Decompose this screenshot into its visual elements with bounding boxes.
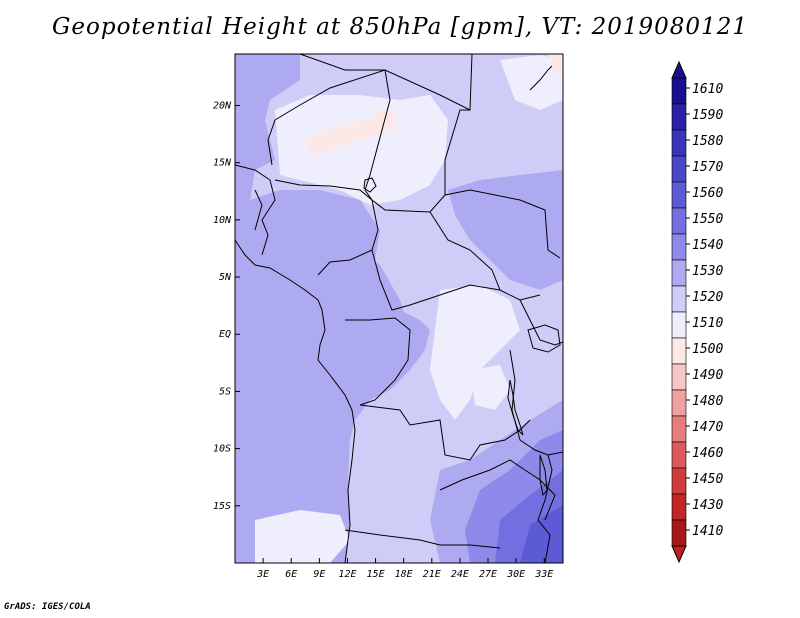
lake-chad (363, 177, 377, 193)
colorbar-label: 1530 (692, 264, 723, 279)
lon-tick-label: 6E (285, 569, 297, 580)
lon-tick-label: 18E (395, 569, 413, 580)
colorbar-segment (671, 129, 687, 157)
colorbar-label: 1500 (692, 342, 723, 357)
chart-title: Geopotential Height at 850hPa [gpm], VT:… (52, 14, 748, 40)
colorbar-top-arrow (671, 60, 687, 79)
footer-credit: GrADS: IGES/COLA (4, 602, 91, 612)
lat-tick-label: 10S (213, 444, 231, 455)
map-frame (234, 53, 564, 564)
borders-layer (235, 54, 563, 563)
colorbar-label: 1570 (692, 160, 723, 175)
border-drc-angola (359, 404, 531, 461)
lon-tick-label: 9E (313, 569, 325, 580)
colorbar-label: 1490 (692, 368, 723, 383)
colorbar-segment (671, 233, 687, 261)
colorbar-segment (671, 389, 687, 417)
lon-tick-label: 30E (506, 569, 525, 580)
colorbar-label: 1510 (692, 316, 723, 331)
colorbar-segment (671, 467, 687, 495)
lat-tick-label: 15N (213, 158, 232, 169)
colorbar-segment (671, 363, 687, 391)
border-congo-drc (345, 317, 411, 406)
lon-tick-label: 33E (534, 569, 553, 580)
lon-tick-label: 21E (423, 569, 441, 580)
colorbar-segment (671, 415, 687, 443)
border-nigeria (274, 179, 379, 276)
colorbar-label: 1580 (692, 134, 723, 149)
lat-tick-label: 20N (213, 100, 232, 111)
colorbar-label: 1520 (692, 290, 723, 305)
colorbar-segment (671, 337, 687, 365)
colorbar-segment (671, 285, 687, 313)
colorbar-label: 1540 (692, 238, 723, 253)
colorbar-segment (671, 441, 687, 469)
lat-tick-label: EQ (219, 329, 231, 340)
coastline-west-africa (235, 239, 356, 563)
colorbar-label: 1590 (692, 108, 723, 123)
lat-tick-label: 5S (219, 386, 231, 397)
lon-tick-label: 27E (479, 569, 497, 580)
colorbar-segment (671, 103, 687, 131)
border-car-sudan (429, 189, 561, 291)
colorbar-label: 1480 (692, 394, 723, 409)
border-niger-chad (274, 69, 470, 213)
colorbar-segment (671, 155, 687, 183)
colorbar-segment (671, 493, 687, 521)
field-1520-sahara (275, 95, 448, 205)
field-1570-southeast (520, 505, 563, 563)
lon-tick-label: 24E (451, 569, 469, 580)
colorbar-label: 1450 (692, 472, 723, 487)
border-zambia (439, 459, 556, 521)
latitude-axis: 20N 15N 10N 5N EQ 5S 10S 15S (213, 100, 240, 512)
colorbar-segment (671, 181, 687, 209)
colorbar-bottom-arrow (671, 545, 687, 564)
border-tanzania-moz (537, 454, 553, 563)
colorbar-label: 1430 (692, 498, 723, 513)
colorbar-segment (671, 77, 687, 105)
border-westafrica-interior (235, 119, 276, 256)
field-1510-corner (548, 54, 563, 75)
colorbar-segment (671, 207, 687, 235)
border-angola-south (344, 529, 501, 549)
field-1520-congo (470, 365, 510, 410)
colorbar-label: 1560 (692, 186, 723, 201)
lat-tick-label: 5N (219, 272, 232, 283)
field-1520-northeast (500, 55, 563, 110)
colorbar-segment (671, 519, 687, 547)
colorbar: 1610 1590 1580 1570 1560 1550 1540 1530 1520 1510… (671, 60, 723, 564)
border-cameroon-car (371, 249, 541, 311)
lake-tanganyika (507, 379, 524, 436)
field-1520-central (430, 285, 520, 420)
field-1540-northeast (448, 170, 563, 290)
colorbar-label: 1550 (692, 212, 723, 227)
colorbar-segment (671, 259, 687, 287)
lon-tick-label: 15E (367, 569, 385, 580)
colorbar-label: 1460 (692, 446, 723, 461)
longitude-axis: 3E 6E 9E 12E 15E 18E 21E 24E 27E 30E 33E (256, 558, 553, 580)
colorbar-label: 1410 (692, 524, 723, 539)
lake-malawi (539, 454, 548, 497)
colorbar-label: 1610 (692, 82, 723, 97)
lon-tick-label: 3E (256, 569, 269, 580)
colorbar-segment (671, 311, 687, 339)
lake-victoria (527, 324, 561, 353)
field-1510-sahara (305, 110, 400, 155)
red-sea-coast (529, 65, 553, 91)
lat-tick-label: 15S (213, 501, 231, 512)
lon-tick-label: 12E (338, 569, 356, 580)
colorbar-label: 1470 (692, 420, 723, 435)
border-sahara-north (299, 54, 473, 111)
field-1520-southwest (255, 510, 350, 563)
lat-tick-label: 10N (213, 215, 232, 226)
